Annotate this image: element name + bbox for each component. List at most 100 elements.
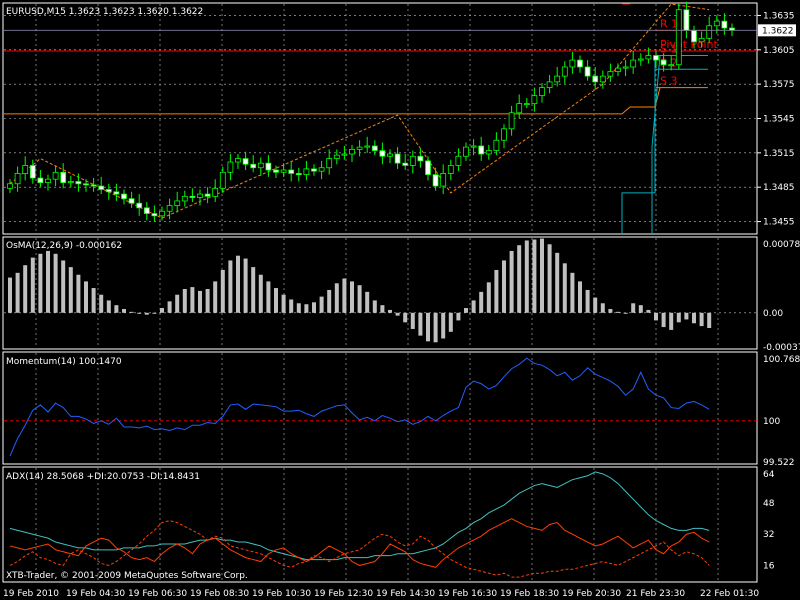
osma-bar — [517, 245, 522, 313]
osma-bar — [220, 269, 225, 313]
candle-body — [440, 173, 447, 187]
adx-series — [9, 471, 710, 578]
osma-bar — [144, 312, 149, 315]
osma-bar — [676, 312, 681, 323]
candle-body — [615, 67, 621, 72]
copyright-text: XTB-Trader, © 2001-2009 MetaQuotes Softw… — [6, 571, 248, 581]
x-tick-label: 19 Feb 2010 — [3, 589, 59, 599]
candle-body — [128, 198, 135, 204]
momentum-line — [9, 357, 710, 457]
x-tick-label: 22 Feb 01:30 — [700, 589, 759, 599]
pivot-label-r1: R 1 — [660, 17, 678, 30]
osma-bar — [570, 272, 575, 313]
y-tick-label: 1.3605 — [763, 46, 795, 56]
osma-bar — [266, 281, 271, 313]
osma-bar — [654, 312, 658, 321]
candle-body — [151, 213, 158, 217]
candle-body — [197, 193, 203, 198]
y-tick-label: 32 — [763, 530, 774, 540]
candle-body — [250, 163, 257, 169]
candle-body — [204, 193, 211, 197]
candle-body — [675, 9, 682, 66]
osma-bar — [616, 311, 620, 313]
candle-body — [402, 162, 409, 166]
candle-body — [22, 165, 29, 174]
osma-bar — [380, 305, 385, 313]
osma-bar — [578, 281, 582, 313]
candle-body — [432, 174, 439, 187]
osma-bar — [296, 303, 301, 313]
osma-bar — [167, 301, 172, 313]
candle-body — [653, 55, 659, 61]
pivot-label-s3: S 3 — [660, 75, 677, 88]
candle-body — [394, 153, 401, 164]
support-step-line-2 — [651, 55, 661, 233]
osma-bar — [403, 312, 408, 323]
candle-body — [645, 55, 652, 60]
osma-bar — [258, 274, 263, 313]
candle-body — [98, 185, 105, 190]
x-tick-label: 19 Feb 12:30 — [314, 589, 373, 599]
osma-bar — [350, 281, 354, 313]
adx-pane-header: ADX(14) 28.5068 +DI:20.0753 -DI:14.8431 — [6, 472, 200, 482]
osma-bar — [213, 281, 218, 313]
osma-bar — [182, 289, 187, 313]
candle-body — [577, 59, 583, 68]
candle-body — [288, 169, 295, 174]
osma-bar — [638, 305, 643, 313]
osma-bar — [388, 309, 392, 313]
candle-body — [280, 169, 287, 173]
osma-bar — [395, 312, 400, 316]
y-tick-label: 1.3485 — [763, 183, 795, 193]
support-step-line — [621, 55, 656, 233]
candle-body — [356, 146, 363, 150]
candle-body — [584, 66, 591, 77]
candle-body — [212, 187, 219, 197]
osma-bar — [585, 289, 590, 313]
candle-body — [311, 168, 317, 172]
osma-bar — [122, 308, 126, 313]
candle-body — [235, 158, 241, 163]
candle-body — [121, 193, 127, 200]
osma-bar — [99, 294, 104, 313]
adx-line-adx — [9, 471, 710, 561]
candle-body — [455, 155, 462, 166]
osma-bar — [23, 265, 28, 313]
candle-body — [136, 202, 143, 209]
x-tick-label: 21 Feb 23:30 — [626, 589, 685, 599]
y-tick-label: 1.3545 — [763, 115, 795, 125]
candle-body — [539, 87, 545, 96]
candle-body — [493, 139, 500, 151]
x-tick-label: 19 Feb 14:30 — [376, 589, 435, 599]
x-tick-label: 19 Feb 08:30 — [190, 589, 249, 599]
osma-bar — [509, 250, 514, 313]
y-tick-label: 48 — [763, 499, 775, 509]
osma-bar — [448, 312, 453, 332]
osma-bar — [661, 312, 666, 328]
y-tick-label: 64 — [763, 470, 775, 480]
candle-body — [607, 71, 614, 77]
osma-bar — [304, 304, 309, 313]
x-tick-label: 19 Feb 18:30 — [500, 589, 559, 599]
osma-bar — [190, 287, 195, 313]
grid-lines — [4, 4, 757, 581]
candlestick-series — [7, 1, 735, 222]
candle-body — [364, 145, 371, 148]
candle-body — [447, 165, 454, 174]
osma-bar — [84, 281, 88, 313]
candle-body — [67, 181, 74, 184]
candle-body — [698, 37, 705, 43]
candle-body — [660, 59, 667, 66]
osma-bar — [410, 312, 415, 329]
candle-body — [189, 195, 196, 198]
osma-bar — [91, 288, 96, 313]
osma-pane-frame — [2, 236, 758, 350]
osma-bar — [152, 312, 157, 314]
osma-histogram — [4, 238, 757, 343]
osma-bar — [68, 267, 73, 313]
candle-body — [417, 155, 424, 162]
main-pane-header: EURUSD,M15 1.3623 1.3623 1.3620 1.3622 — [6, 7, 203, 17]
osma-bar — [61, 260, 66, 313]
